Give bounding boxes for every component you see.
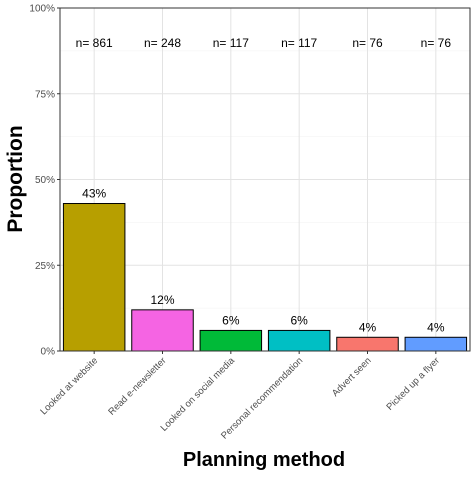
x-tick-label: Looked on social media: [159, 355, 238, 434]
x-tick-label: Looked at website: [38, 355, 100, 417]
plot-panel-border: [59, 7, 471, 352]
bar-value-label: 12%: [150, 293, 174, 307]
bar-value-label: 43%: [82, 187, 106, 201]
bar-value-label: 4%: [359, 320, 377, 334]
y-tick-label: 50%: [35, 175, 55, 186]
bar: [336, 336, 399, 352]
bar: [199, 329, 263, 352]
sample-size-label: n= 861: [76, 36, 113, 50]
x-tick-label: Picked up a flyer: [385, 355, 442, 412]
bar-value-label: 6%: [290, 313, 308, 327]
bar: [131, 309, 194, 352]
sample-size-label: n= 117: [213, 36, 249, 50]
bar-value-label: 6%: [222, 313, 240, 327]
x-tick-label: Advert seen: [330, 355, 374, 399]
sample-size-label: n= 248: [144, 36, 181, 50]
x-tick-label: Read e-newsletter: [106, 355, 168, 417]
bar: [404, 336, 468, 352]
y-tick-label: 100%: [29, 4, 55, 15]
y-tick-label: 25%: [35, 261, 55, 272]
x-tick-label: Personal recommendation: [219, 355, 305, 441]
y-axis: 0% 25% 50% 75% 100%: [29, 4, 60, 358]
x-axis-title: Planning method: [183, 449, 345, 471]
y-tick-label: 0%: [41, 347, 56, 358]
bar-value-label: 4%: [427, 320, 445, 334]
sample-size-label: n= 117: [281, 36, 317, 50]
n-labels: n= 861 n= 248 n= 117 n= 117 n= 76 n= 76: [76, 36, 452, 50]
bars: [62, 203, 468, 352]
y-tick-label: 75%: [35, 89, 55, 100]
sample-size-label: n= 76: [421, 36, 452, 50]
bar: [267, 329, 331, 352]
y-axis-title: Proportion: [4, 125, 27, 232]
value-labels: 43% 12% 6% 6% 4% 4%: [82, 187, 445, 335]
sample-size-label: n= 76: [352, 36, 383, 50]
bar: [62, 203, 126, 352]
